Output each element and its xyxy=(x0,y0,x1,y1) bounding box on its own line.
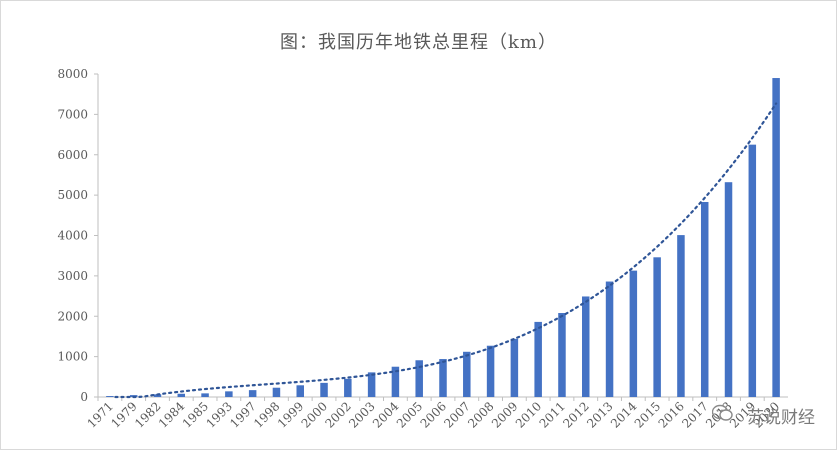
bar xyxy=(201,393,209,397)
x-tick-label: 1999 xyxy=(275,399,306,430)
bar xyxy=(415,360,423,397)
x-tick-label: 1985 xyxy=(180,399,211,430)
x-tick-label: 2014 xyxy=(608,399,640,431)
bar xyxy=(510,338,519,397)
x-tick-label: 2005 xyxy=(394,399,425,430)
trendline-group xyxy=(114,102,778,399)
bar xyxy=(700,201,709,397)
x-tick-label: 2004 xyxy=(370,399,402,431)
x-tick-label: 1979 xyxy=(108,399,139,430)
bar xyxy=(106,396,114,397)
bar xyxy=(439,359,447,397)
x-tick-label: 2010 xyxy=(513,399,544,430)
x-tick-labels: 1971197919821984198519931997199819992000… xyxy=(85,399,783,431)
bar xyxy=(177,393,186,397)
bar xyxy=(653,257,661,397)
x-tick-label: 2011 xyxy=(537,399,568,430)
y-tick-label: 7000 xyxy=(57,107,88,121)
x-tick-label: 1993 xyxy=(203,399,234,430)
x-tick-label: 1982 xyxy=(132,399,163,430)
bar xyxy=(225,391,233,397)
x-tick-label: 2017 xyxy=(679,399,710,430)
bar xyxy=(605,281,614,397)
y-tick-label: 1000 xyxy=(57,350,88,364)
y-tick-labels: 0 1000 2000 3000 4000 5000 6000 7000 8000 xyxy=(57,67,88,404)
bar xyxy=(391,366,400,397)
chart-title: 图：我国历年地铁总里程（km） xyxy=(280,32,557,53)
bars-group xyxy=(106,78,780,397)
bar xyxy=(629,270,638,397)
bar xyxy=(272,387,281,397)
bar xyxy=(320,382,328,397)
bar xyxy=(367,372,376,397)
x-tick-label: 2006 xyxy=(418,399,449,430)
bar xyxy=(463,351,471,397)
x-tick-label: 2013 xyxy=(584,399,615,430)
wechat-icon xyxy=(712,404,733,421)
bar xyxy=(677,235,685,397)
bar xyxy=(248,390,257,397)
x-tick-label: 1971 xyxy=(85,399,116,430)
bar xyxy=(486,345,495,397)
y-tick-label: 4000 xyxy=(57,229,88,243)
y-tick-label: 3000 xyxy=(57,269,88,283)
x-tick-label: 2002 xyxy=(322,399,353,430)
bar xyxy=(534,321,542,397)
x-tick-label: 1984 xyxy=(156,399,188,431)
x-tick-label: 2003 xyxy=(346,399,377,430)
x-tick-label: 2009 xyxy=(489,399,520,430)
x-tick-label: 1997 xyxy=(227,399,258,430)
bar xyxy=(748,144,757,397)
y-tick-label: 0 xyxy=(80,390,88,404)
bar xyxy=(558,313,566,397)
bar xyxy=(772,78,780,397)
x-tick-label: 2015 xyxy=(632,399,663,430)
trendline xyxy=(114,102,778,399)
bar xyxy=(724,182,733,397)
bar xyxy=(296,385,304,397)
x-tick-label: 2008 xyxy=(465,399,496,430)
bar xyxy=(344,378,352,397)
x-tick-label: 2007 xyxy=(441,399,472,430)
y-tick-label: 8000 xyxy=(57,67,88,81)
watermark-text: 苏说财经 xyxy=(747,408,815,428)
x-tick-label: 2000 xyxy=(299,399,330,430)
x-tick-label: 1998 xyxy=(251,399,282,430)
y-tick-label: 6000 xyxy=(57,148,88,162)
bar xyxy=(582,296,590,397)
x-tick-label: 2016 xyxy=(656,399,687,430)
axes xyxy=(94,73,788,401)
x-tick-label: 2012 xyxy=(560,399,591,430)
bar xyxy=(153,394,162,397)
y-tick-label: 2000 xyxy=(57,309,88,323)
y-tick-label: 5000 xyxy=(57,188,88,202)
